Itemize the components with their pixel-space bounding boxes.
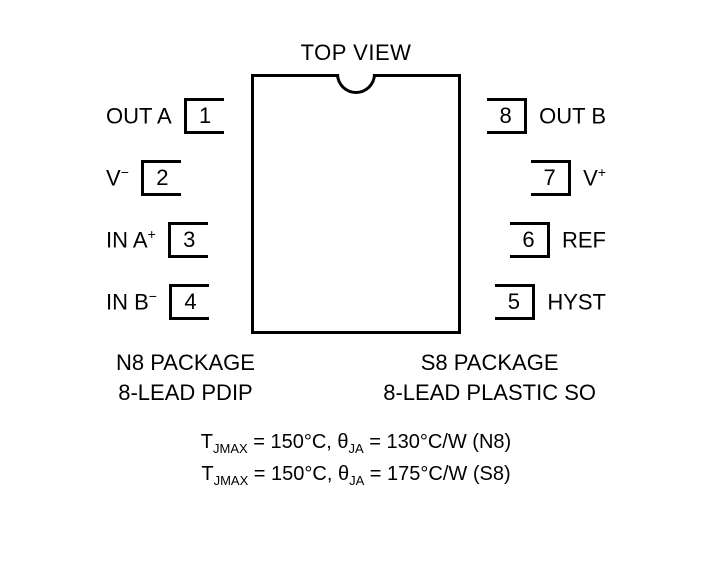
thermal-specs: TJMAX = 150°C, θJA = 130°C/W (N8) TJMAX … (106, 427, 606, 490)
chip-area: OUT A 1 V− 2 IN A+ 3 IN B− 4 8 OUT B 7 V… (106, 74, 606, 334)
pin-2-label: V− (106, 164, 129, 191)
chip-body (251, 74, 461, 334)
pin-1-number: 1 (184, 98, 224, 134)
package-s8: S8 PACKAGE 8-LEAD PLASTIC SO (383, 348, 596, 407)
package-n8: N8 PACKAGE 8-LEAD PDIP (116, 348, 255, 407)
pin-5-number: 5 (495, 284, 535, 320)
pin-8-label: OUT B (539, 102, 606, 129)
pin-7-number: 7 (531, 160, 571, 196)
pin-4: IN B− 4 (106, 284, 209, 320)
pin-2-number: 2 (141, 160, 181, 196)
pin-4-label: IN B− (106, 288, 157, 315)
pin-1: OUT A 1 (106, 98, 224, 134)
chip-notch (336, 74, 376, 94)
package-labels: N8 PACKAGE 8-LEAD PDIP S8 PACKAGE 8-LEAD… (106, 348, 606, 407)
package-s8-name: S8 PACKAGE (383, 348, 596, 378)
ic-pinout-diagram: TOP VIEW OUT A 1 V− 2 IN A+ 3 IN B− 4 8 … (106, 40, 606, 490)
thermal-line-s8: TJMAX = 150°C, θJA = 175°C/W (S8) (106, 459, 606, 491)
pin-1-label: OUT A (106, 102, 172, 129)
pin-3: IN A+ 3 (106, 222, 208, 258)
top-view-title: TOP VIEW (106, 40, 606, 66)
pin-5-label: HYST (547, 288, 606, 315)
pin-6-number: 6 (510, 222, 550, 258)
thermal-line-n8: TJMAX = 150°C, θJA = 130°C/W (N8) (106, 427, 606, 459)
pin-8-number: 8 (487, 98, 527, 134)
pin-4-number: 4 (169, 284, 209, 320)
pin-7-label: V+ (583, 164, 606, 191)
pin-3-number: 3 (168, 222, 208, 258)
pin-7: 7 V+ (531, 160, 606, 196)
pin-6-label: REF (562, 226, 606, 253)
pin-2: V− 2 (106, 160, 181, 196)
package-s8-desc: 8-LEAD PLASTIC SO (383, 378, 596, 408)
pin-3-label: IN A+ (106, 226, 156, 253)
pin-6: 6 REF (510, 222, 606, 258)
package-n8-name: N8 PACKAGE (116, 348, 255, 378)
pin-8: 8 OUT B (487, 98, 606, 134)
package-n8-desc: 8-LEAD PDIP (116, 378, 255, 408)
pin-5: 5 HYST (495, 284, 606, 320)
